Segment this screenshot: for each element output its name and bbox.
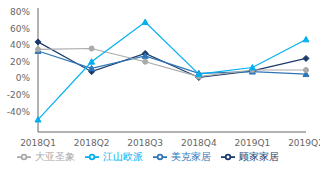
html-text:美克家居: 美克家居 [171,151,211,162]
svg-text:40%: 40% [10,40,30,50]
svg-text:-40%: -40% [8,107,30,117]
svg-text:60%: 60% [10,24,30,34]
svg-text:2018Q4: 2018Q4 [181,138,217,148]
svg-text:2018Q1: 2018Q1 [20,138,56,148]
html-text:江山欧派: 江山欧派 [103,151,143,162]
svg-text:2019Q2: 2019Q2 [288,138,312,148]
svg-text:2019Q1: 2019Q1 [235,138,271,148]
svg-text:0%: 0% [16,73,31,83]
svg-text:20%: 20% [10,57,30,67]
svg-text:80%: 80% [10,7,30,17]
svg-text:2018Q3: 2018Q3 [127,138,163,148]
html-text:大亚圣象: 大亚圣象 [35,151,75,162]
html-text:顾家家居: 顾家家居 [239,151,279,162]
svg-text:-20%: -20% [8,90,30,100]
svg-text:2018Q2: 2018Q2 [74,138,110,148]
